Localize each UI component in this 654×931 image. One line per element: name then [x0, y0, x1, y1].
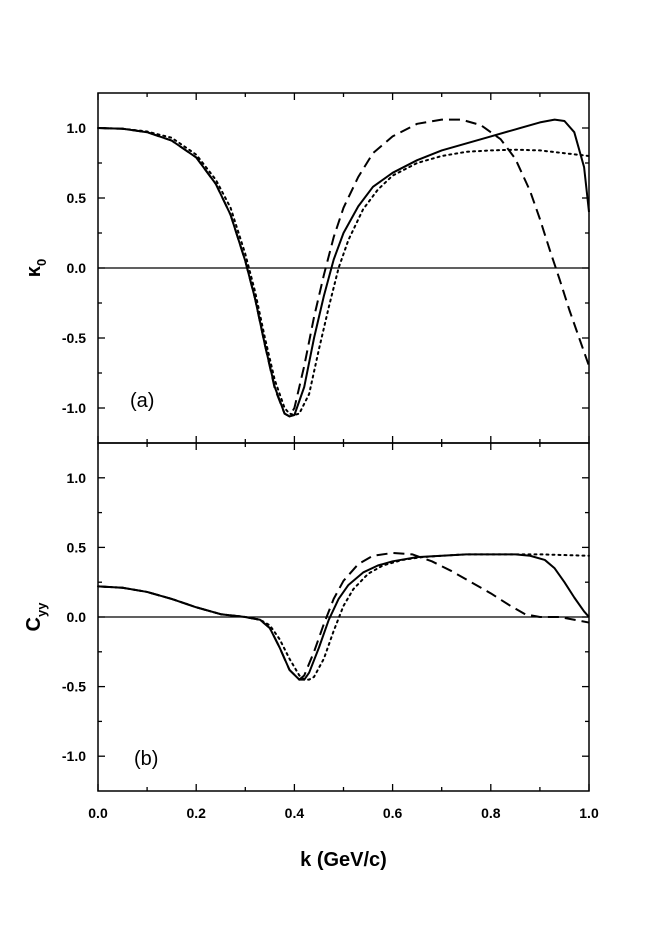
- panel-b: -1.0 -0.5 0.0 0.5 1.0 0.0 0.2 0.4 0.6 0.8 1.0 Cyy k …: [23, 442, 599, 871]
- x-tick-label: 0.0: [88, 805, 108, 821]
- y-tick-label: -0.5: [62, 679, 86, 695]
- series-line-dashed: [97, 118, 590, 418]
- series-line-dotted: [97, 553, 590, 681]
- x-tick-label: 0.6: [383, 805, 403, 821]
- y-axis-title-subscript: yy: [34, 602, 49, 617]
- y-axis-title-main: C: [23, 617, 45, 631]
- x-axis-title: k (GeV/c): [300, 849, 387, 871]
- y-axis-title: Cyy: [23, 602, 49, 632]
- y-tick-label: -1.0: [62, 748, 86, 764]
- y-tick-label: 1.0: [67, 470, 87, 486]
- y-axis-title-main: κ: [23, 265, 45, 277]
- x-tick-label: 0.4: [285, 805, 305, 821]
- series-line-dotted: [97, 127, 590, 416]
- x-tick-label: 0.2: [186, 805, 206, 821]
- panel-a: -1.0 -0.5 0.0 0.5 1.0 κ0 (a): [23, 92, 590, 444]
- y-axis-title-subscript: 0: [34, 259, 49, 266]
- x-tick-label: 0.8: [481, 805, 501, 821]
- series-line-dashed: [97, 551, 590, 681]
- y-tick-label: 0.0: [67, 609, 87, 625]
- y-tick-label: 0.5: [67, 190, 87, 206]
- series-line-solid: [97, 118, 590, 418]
- y-tick-label: 0.0: [67, 260, 87, 276]
- panel-label: (a): [130, 390, 154, 412]
- x-tick-label: 1.0: [579, 805, 599, 821]
- y-tick-label: -0.5: [62, 330, 86, 346]
- y-tick-label: 1.0: [67, 120, 87, 136]
- y-axis-title: κ0: [23, 259, 49, 277]
- y-tick-label: 0.5: [67, 539, 87, 555]
- y-tick-label: -1.0: [62, 400, 86, 416]
- panel-label: (b): [134, 748, 158, 770]
